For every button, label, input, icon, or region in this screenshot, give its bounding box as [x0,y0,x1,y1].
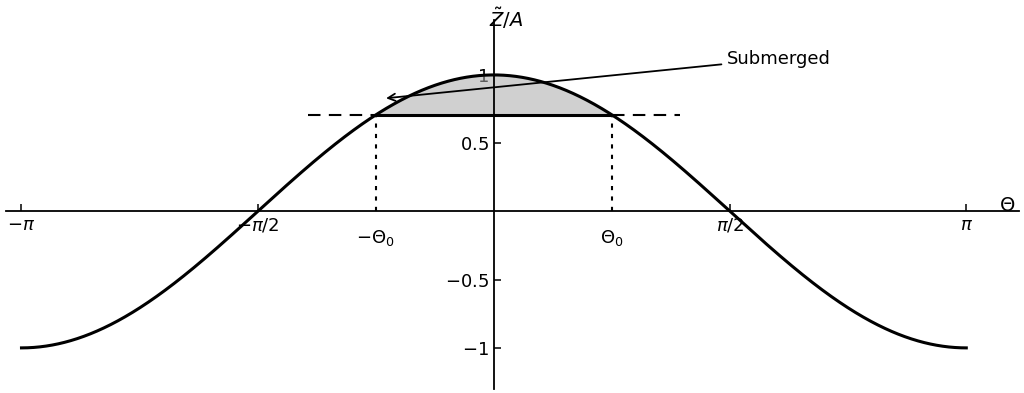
Text: $\Theta$: $\Theta$ [999,196,1016,215]
Text: Submerged: Submerged [388,50,830,101]
Text: $\tilde{Z}/A$: $\tilde{Z}/A$ [488,6,523,31]
Text: $-\Theta_0$: $-\Theta_0$ [356,228,395,248]
Text: $\Theta_0$: $\Theta_0$ [600,228,624,248]
